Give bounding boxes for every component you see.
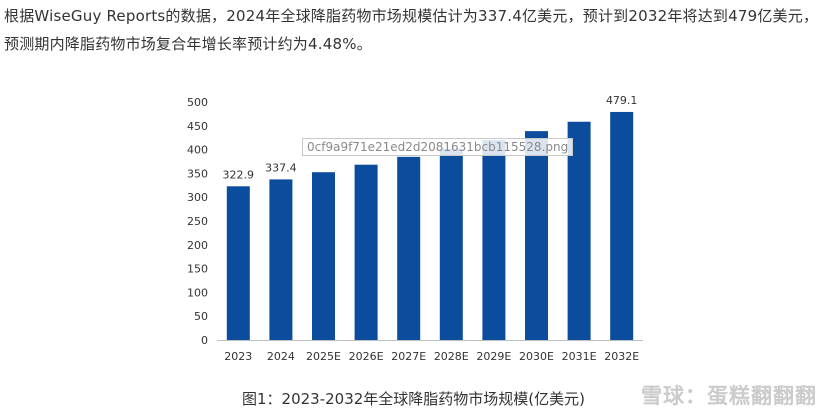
x-axis: 2023 2024 2025E 2026E 2027E 2028E 2029E 2030E 20…	[217, 340, 643, 363]
x-tick-label: 2028E	[434, 350, 469, 363]
bar-2032E	[610, 111, 634, 341]
bar-2027E	[397, 156, 421, 340]
bar-2031E	[567, 121, 591, 340]
x-tick-label: 2024	[267, 350, 295, 363]
x-tick-label: 2030E	[519, 350, 554, 363]
y-tick-label: 0	[201, 334, 208, 347]
bars: 322.9 337.4 479.1	[223, 94, 638, 341]
y-tick-label: 300	[187, 191, 208, 204]
data-label-2023: 322.9	[223, 168, 255, 181]
y-tick-label: 50	[194, 310, 208, 323]
x-tick-label: 2031E	[562, 350, 597, 363]
x-tick-label: 2027E	[391, 350, 426, 363]
y-tick-label: 250	[187, 215, 208, 228]
watermark-logo: 雪球：蛋糕翻翻翻	[641, 384, 817, 408]
data-label-2024: 337.4	[265, 161, 297, 174]
y-tick-label: 450	[187, 120, 208, 133]
bar-2030E	[525, 131, 548, 340]
x-tick-label: 2029E	[476, 350, 511, 363]
x-tick-label: 2026E	[349, 350, 384, 363]
bar-2026E	[354, 164, 378, 340]
bar-2023	[226, 186, 250, 340]
bar-2029E	[482, 140, 506, 340]
y-tick-label: 500	[187, 96, 208, 109]
y-axis: 0 50 100 150 200 250 300 350 400 450 500	[187, 96, 208, 347]
figure-caption: 图1：2023-2032年全球降脂药物市场规模(亿美元)	[241, 390, 585, 408]
data-label-2032E: 479.1	[606, 94, 638, 107]
y-tick-label: 350	[187, 167, 208, 180]
y-tick-label: 150	[187, 263, 208, 276]
article-paragraph: 根据WiseGuy Reports的数据，2024年全球降脂药物市场规模估计为3…	[4, 7, 819, 53]
x-tick-label: 2025E	[306, 350, 341, 363]
image-filename-tooltip: 0cf9a9f71e21ed2d2081631bcb115528.png	[302, 138, 574, 156]
y-tick-label: 400	[187, 144, 208, 157]
bar-2024	[269, 179, 293, 340]
x-tick-label: 2023	[224, 350, 252, 363]
x-tick-label: 2032E	[604, 350, 639, 363]
y-tick-label: 200	[187, 239, 208, 252]
bar-2025E	[312, 172, 335, 340]
y-tick-label: 100	[187, 286, 208, 299]
bar-2028E	[439, 148, 463, 340]
